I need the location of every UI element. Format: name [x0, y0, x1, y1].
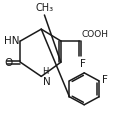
- Text: F: F: [80, 59, 86, 69]
- Text: CH₃: CH₃: [35, 3, 53, 13]
- Text: HN: HN: [4, 36, 19, 46]
- Text: F: F: [102, 75, 108, 85]
- Text: N: N: [43, 77, 50, 87]
- Text: COOH: COOH: [81, 30, 108, 39]
- Text: O: O: [4, 58, 12, 68]
- Text: H: H: [43, 67, 49, 76]
